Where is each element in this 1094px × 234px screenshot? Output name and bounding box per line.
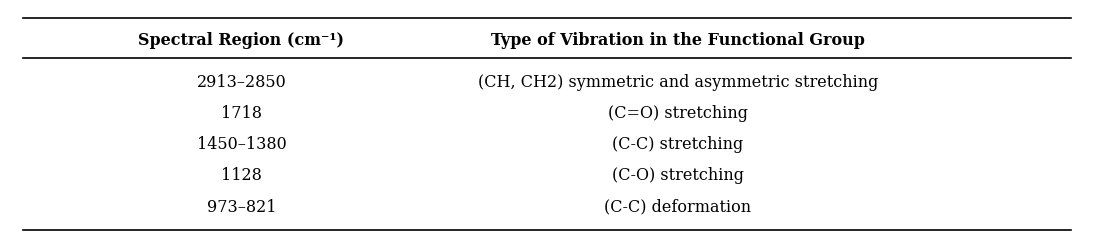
Text: 2913–2850: 2913–2850: [197, 74, 287, 91]
Text: (C-O) stretching: (C-O) stretching: [612, 168, 744, 184]
Text: 1718: 1718: [221, 105, 261, 122]
Text: 973–821: 973–821: [207, 199, 276, 216]
Text: Type of Vibration in the Functional Group: Type of Vibration in the Functional Grou…: [491, 32, 865, 49]
Text: (C=O) stretching: (C=O) stretching: [608, 105, 748, 122]
Text: 1450–1380: 1450–1380: [197, 136, 287, 153]
Text: (C-C) deformation: (C-C) deformation: [604, 199, 752, 216]
Text: 1128: 1128: [221, 168, 261, 184]
Text: Spectral Region (cm⁻¹): Spectral Region (cm⁻¹): [139, 32, 345, 49]
Text: (C-C) stretching: (C-C) stretching: [613, 136, 744, 153]
Text: (CH, CH2) symmetric and asymmetric stretching: (CH, CH2) symmetric and asymmetric stret…: [478, 74, 878, 91]
